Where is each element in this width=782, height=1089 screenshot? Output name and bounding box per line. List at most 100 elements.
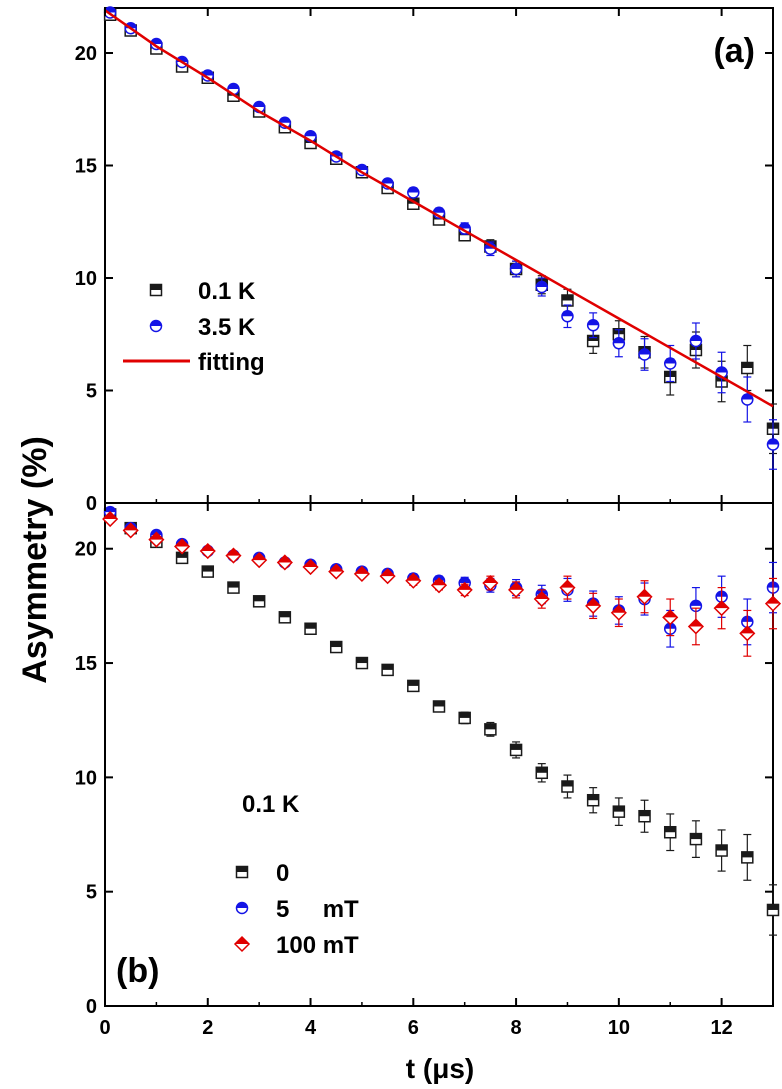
- panel-b-series-0-point-14-fill: [459, 712, 471, 718]
- panel-b-series-2-point-11-fill: [380, 569, 395, 577]
- panel-a-data: [103, 6, 780, 470]
- panel-b-series-0-point-5-fill: [227, 582, 239, 588]
- panel-b-series-2-point-10-fill: [354, 566, 369, 574]
- panel-b-series-2-point-7-fill: [277, 555, 292, 563]
- panel-b-series-2-point-9-fill: [329, 564, 344, 572]
- legend-a-marker-0-glyph-fill: [150, 284, 162, 290]
- legend-a-label-0: 0.1 K: [198, 278, 256, 305]
- panel-b-series-2-point-8-fill: [303, 560, 318, 568]
- panel-b-series-2-point-24-fill: [714, 601, 729, 609]
- panel-a-series-1-point-20-fill: [613, 337, 625, 344]
- panel-a-series-1-point-7-fill: [279, 117, 291, 123]
- y-axis-title: Asymmetry (%): [16, 436, 54, 684]
- panel-a-series-1-point-12-fill: [407, 187, 419, 193]
- panel-b-series-0-point-17-fill: [536, 767, 548, 773]
- x-tick-label-5: 10: [608, 1017, 630, 1039]
- legend-b-label-2: 100 mT: [276, 932, 359, 959]
- panel-b-ytick-label-0: 0: [86, 996, 97, 1018]
- panel-a-series-1-point-21-fill: [639, 349, 651, 355]
- x-tick-label-3: 6: [408, 1017, 419, 1039]
- panel-b-series-2-point-14-fill: [457, 582, 472, 590]
- panel-b-legend: 0.1 K 0 5 mT 100 mT: [233, 791, 359, 959]
- panel-a-ytick-label-1: 5: [86, 381, 97, 403]
- legend-a-marker-1-glyph-fill: [150, 320, 162, 326]
- panel-b-series-2-point-6-fill: [252, 553, 267, 561]
- panel-b-series-2-point-3-fill: [175, 539, 190, 547]
- panel-a-series-1-point-11-fill: [382, 178, 394, 184]
- panel-b-series-0-point-3-fill: [176, 552, 188, 558]
- x-tick-label-6: 12: [710, 1017, 732, 1039]
- x-tick-label-4: 8: [511, 1017, 522, 1039]
- legend-a-label-1: 3.5 K: [198, 314, 256, 341]
- legend-b-marker-1: [235, 901, 249, 915]
- panel-a-series-1-point-13-fill: [433, 207, 445, 213]
- panel-b-series-0-point-22-fill: [664, 826, 676, 833]
- panel-a-series-1-point-18-fill: [561, 310, 573, 317]
- legend-a-marker-0: [149, 283, 163, 297]
- panel-a: 0 5 10 15 20 (a) 0.1 K 3.5 K fitting: [75, 6, 780, 515]
- panel-b-series-0-point-13-fill: [433, 700, 445, 707]
- panel-a-series-1-point-4-fill: [202, 70, 214, 76]
- panel-b-series-0-point-10-fill: [356, 657, 368, 664]
- legend-b-marker-2: [233, 935, 251, 953]
- panel-a-series-1-point-24-fill: [716, 367, 728, 373]
- panel-b-series-0-point-26-fill: [767, 904, 779, 910]
- panel-b-series-2-point-25-fill: [740, 626, 755, 634]
- panel-b-series-0-point-12-fill: [407, 680, 419, 686]
- legend-b-label-1: 5 mT: [276, 896, 359, 923]
- panel-a-series-1-point-26-fill: [767, 439, 779, 445]
- panel-b-ytick-label-4: 20: [75, 539, 97, 561]
- panel-b-series-2-point-18-fill: [560, 580, 575, 588]
- legend-b-marker-0-glyph-fill: [236, 866, 248, 872]
- panel-b-series-0-point-20-fill: [613, 806, 625, 812]
- panel-b-series-0-point-21-fill: [639, 810, 651, 817]
- panel-b-series-0-point-6-fill: [253, 595, 265, 602]
- panel-b-series-0-point-7-fill: [279, 611, 291, 618]
- panel-b-series-0-point-8-fill: [305, 623, 317, 629]
- panel-a-series-1-point-6-fill: [253, 101, 265, 107]
- panel-b-series-2-point-22-fill: [663, 610, 678, 618]
- legend-b-title: 0.1 K: [242, 791, 300, 818]
- panel-b-ytick-label-3: 15: [75, 653, 97, 675]
- legend-a-label-2: fitting: [198, 349, 265, 376]
- panel-b-series-2-point-17-fill: [534, 592, 549, 600]
- panel-a-series-0-point-19-fill: [587, 335, 599, 341]
- panel-a-ytick-label-0: 0: [86, 493, 97, 515]
- panel-b-series-0-point-9-fill: [330, 641, 342, 648]
- panel-b-series-2-point-16-fill: [509, 582, 524, 590]
- panel-b-ticks: 0 5 10 15 20: [75, 503, 774, 1018]
- panel-b-series-2-point-19-fill: [586, 598, 601, 606]
- panel-b-series-2-point-23-fill: [688, 619, 703, 627]
- x-tick-label-0: 0: [99, 1017, 110, 1039]
- panel-b-series-2-point-12-fill: [406, 573, 421, 581]
- legend-b-marker-0: [235, 865, 249, 879]
- panel-a-series-1-point-2-fill: [150, 38, 162, 44]
- x-axis-title: t (μs): [406, 1053, 474, 1084]
- panel-b-series-2-point-21-fill: [637, 589, 652, 597]
- panel-a-ticks: 0 5 10 15 20: [75, 8, 774, 515]
- legend-a-marker-1: [149, 319, 163, 333]
- panel-a-series-1-point-5-fill: [227, 83, 239, 89]
- panel-a-label: (a): [713, 32, 755, 70]
- panel-a-series-1-point-19-fill: [587, 319, 599, 326]
- panel-b-series-0-point-11-fill: [382, 664, 394, 670]
- panel-b-series-0-point-24-fill: [716, 845, 728, 851]
- panel-b-series-1-point-14-fill: [459, 577, 471, 584]
- panel-a-series-2-line: [104, 9, 774, 408]
- panel-b-series-2-point-0-fill: [103, 512, 118, 520]
- legend-b-label-0: 0: [276, 860, 289, 887]
- panel-b-series-2-point-13-fill: [432, 578, 446, 586]
- panel-b-data: [102, 505, 782, 936]
- panel-a-legend: 0.1 K 3.5 K fitting: [123, 278, 265, 376]
- panel-b-frame: [104, 502, 774, 1007]
- panel-b-series-1-point-23-fill: [690, 600, 702, 606]
- panel-a-series-1-point-17-fill: [536, 281, 548, 287]
- panel-b-series-0-point-25-fill: [741, 851, 753, 858]
- panel-b-series-2-point-26-fill: [766, 596, 780, 604]
- panel-b-series-2-point-15-fill: [483, 576, 498, 584]
- panel-b-series-2-point-20-fill: [611, 605, 626, 613]
- panel-b-series-0-point-19-fill: [587, 794, 599, 801]
- panel-b-label: (b): [116, 952, 159, 990]
- x-tick-label-1: 2: [202, 1017, 213, 1039]
